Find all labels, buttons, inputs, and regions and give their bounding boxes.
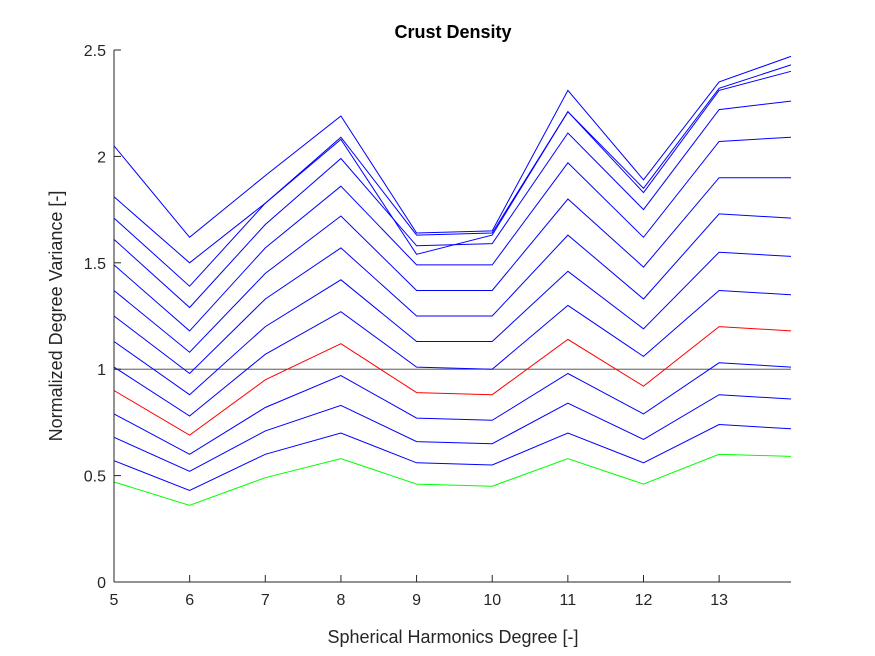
y-tick-label: 1 xyxy=(97,362,106,379)
series-line-14 xyxy=(113,55,792,239)
x-tick-label: 10 xyxy=(483,592,501,609)
y-tick-label: 2 xyxy=(97,149,106,166)
series-line-13 xyxy=(113,64,792,264)
series-line-12 xyxy=(113,70,792,287)
x-tick-label: 5 xyxy=(110,592,119,609)
series-line-1 xyxy=(113,453,792,506)
series-line-10 xyxy=(113,136,792,332)
x-tick-label: 12 xyxy=(635,592,653,609)
chart-title: Crust Density xyxy=(394,22,511,42)
axes: 5 6 7 8 9 10 11 12 13 0 0.5 1 1.5 2 2.5 xyxy=(84,43,791,609)
series-line-9 xyxy=(113,177,791,353)
y-tick-label: 0 xyxy=(97,575,106,592)
series-line-8 xyxy=(113,213,792,375)
x-tick-label: 11 xyxy=(560,592,577,609)
series-line-2 xyxy=(113,423,792,492)
series-line-3 xyxy=(113,394,792,472)
series-line-7 xyxy=(113,251,792,396)
y-tick-label: 0.5 xyxy=(84,469,106,486)
x-tick-label: 6 xyxy=(185,592,194,609)
series-line-4 xyxy=(113,362,792,455)
x-tick-label: 9 xyxy=(412,592,421,609)
y-tick-label: 1.5 xyxy=(84,256,106,273)
y-axis-label: Normalized Degree Variance [-] xyxy=(46,191,66,442)
series-line-6 xyxy=(113,289,792,417)
y-tick-label: 2.5 xyxy=(84,43,106,60)
series-line-5 xyxy=(113,326,792,436)
plot-area xyxy=(113,55,792,506)
x-tick-label: 7 xyxy=(261,592,270,609)
x-axis-label: Spherical Harmonics Degree [-] xyxy=(327,627,578,647)
x-tick-label: 13 xyxy=(710,592,728,609)
series-line-11 xyxy=(113,100,792,309)
x-tick-label: 8 xyxy=(336,592,345,609)
